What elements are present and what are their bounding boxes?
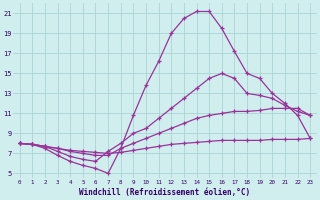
X-axis label: Windchill (Refroidissement éolien,°C): Windchill (Refroidissement éolien,°C) — [79, 188, 251, 197]
